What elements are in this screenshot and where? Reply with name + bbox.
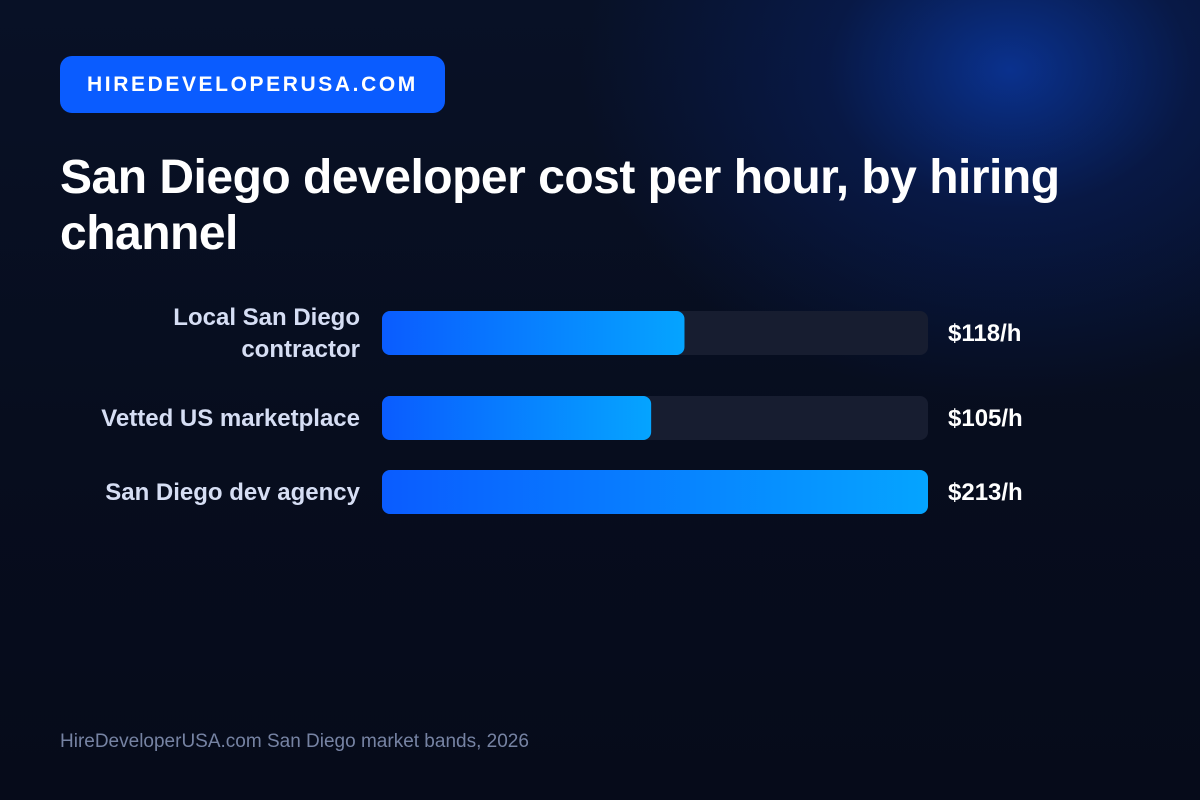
value-label: $105/h (948, 405, 1023, 432)
bar (382, 470, 928, 514)
bar-row: Local San Diego contractor $118/h (173, 304, 1021, 363)
value-label: $118/h (948, 320, 1021, 347)
category-label: Local San Diego contractor (173, 304, 360, 363)
bar-row: San Diego dev agency $213/h (105, 470, 1023, 514)
brand-label: HIREDEVELOPERUSA.COM (87, 72, 418, 96)
chart-title: San Diego developer cost per hour, by hi… (60, 151, 1060, 260)
category-label: Vetted US marketplace (101, 405, 360, 432)
brand-badge: HIREDEVELOPERUSA.COM (60, 56, 445, 113)
bar-row: Vetted US marketplace $105/h (101, 396, 1023, 440)
value-label: $213/h (948, 479, 1023, 506)
source-note: HireDeveloperUSA.com San Diego market ba… (60, 731, 529, 752)
category-label: San Diego dev agency (105, 479, 360, 506)
bar (382, 396, 652, 440)
bar (382, 311, 685, 355)
